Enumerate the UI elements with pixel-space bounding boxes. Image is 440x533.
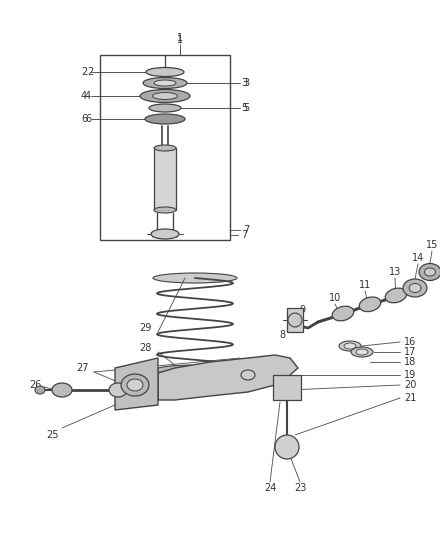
- Text: 9: 9: [299, 305, 305, 315]
- Text: 25: 25: [46, 430, 58, 440]
- Text: 1: 1: [177, 33, 183, 43]
- Text: 4: 4: [85, 91, 91, 101]
- Text: 14: 14: [412, 253, 424, 263]
- Text: 3: 3: [241, 78, 247, 88]
- Ellipse shape: [35, 386, 45, 394]
- Ellipse shape: [52, 383, 72, 397]
- Ellipse shape: [153, 93, 177, 100]
- Ellipse shape: [359, 297, 381, 312]
- Text: 2: 2: [81, 67, 87, 77]
- Bar: [154, 148, 176, 210]
- Text: 24: 24: [264, 483, 276, 493]
- Text: 10: 10: [329, 293, 341, 303]
- Ellipse shape: [154, 80, 176, 86]
- Ellipse shape: [403, 279, 427, 297]
- Polygon shape: [115, 358, 158, 410]
- Bar: [100, 55, 230, 240]
- Text: 4: 4: [81, 91, 87, 101]
- Circle shape: [275, 435, 299, 459]
- Ellipse shape: [149, 104, 181, 112]
- Text: 1: 1: [177, 35, 183, 45]
- Ellipse shape: [127, 379, 143, 391]
- Text: 29: 29: [139, 323, 151, 333]
- Text: 2: 2: [87, 67, 93, 77]
- Text: 23: 23: [294, 483, 306, 493]
- Text: 17: 17: [404, 347, 416, 357]
- Circle shape: [288, 313, 302, 327]
- Text: 3: 3: [243, 78, 249, 88]
- Circle shape: [290, 315, 300, 325]
- Ellipse shape: [151, 229, 179, 239]
- Ellipse shape: [339, 341, 361, 351]
- Text: 6: 6: [85, 114, 91, 124]
- Text: 18: 18: [404, 357, 416, 367]
- Text: 27: 27: [76, 363, 88, 373]
- Text: 11: 11: [359, 280, 371, 290]
- Text: 8: 8: [279, 330, 285, 340]
- Text: 7: 7: [243, 225, 249, 235]
- Ellipse shape: [425, 268, 436, 276]
- Text: 16: 16: [404, 337, 416, 347]
- Text: 7: 7: [241, 230, 247, 240]
- Ellipse shape: [356, 349, 368, 355]
- Ellipse shape: [146, 68, 184, 77]
- Ellipse shape: [121, 374, 149, 396]
- Ellipse shape: [140, 90, 190, 102]
- Text: 21: 21: [404, 393, 416, 403]
- Text: 5: 5: [243, 103, 249, 113]
- Ellipse shape: [409, 284, 421, 293]
- Ellipse shape: [351, 347, 373, 357]
- Text: 19: 19: [404, 370, 416, 380]
- Text: 5: 5: [241, 103, 247, 113]
- Ellipse shape: [153, 273, 237, 283]
- Ellipse shape: [145, 114, 185, 124]
- Bar: [273, 375, 301, 400]
- Ellipse shape: [419, 263, 440, 280]
- Ellipse shape: [344, 343, 356, 349]
- Text: 28: 28: [139, 343, 151, 353]
- Text: 20: 20: [404, 380, 416, 390]
- Bar: [287, 308, 303, 332]
- Polygon shape: [158, 355, 298, 400]
- Ellipse shape: [154, 207, 176, 213]
- Text: 6: 6: [81, 114, 87, 124]
- Text: 13: 13: [389, 267, 401, 277]
- Ellipse shape: [385, 288, 407, 303]
- Ellipse shape: [143, 77, 187, 88]
- Ellipse shape: [332, 306, 354, 321]
- Ellipse shape: [241, 370, 255, 380]
- Text: 26: 26: [29, 380, 41, 390]
- Ellipse shape: [109, 383, 127, 397]
- Ellipse shape: [154, 145, 176, 151]
- Text: 15: 15: [426, 240, 438, 250]
- Ellipse shape: [155, 365, 235, 375]
